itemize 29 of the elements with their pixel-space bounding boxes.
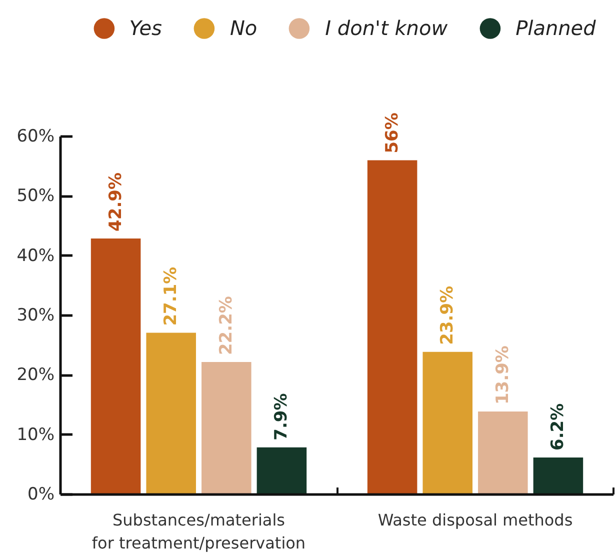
bar bbox=[422, 352, 472, 494]
y-tick-label: 0% bbox=[28, 484, 55, 504]
x-tick-label: Waste disposal methods bbox=[378, 510, 573, 530]
bar bbox=[478, 412, 528, 494]
bar bbox=[533, 457, 584, 494]
legend-label: I don't know bbox=[325, 16, 448, 40]
data-label: 23.9% bbox=[438, 286, 458, 345]
data-label: 56% bbox=[382, 112, 402, 154]
x-tick-label: Substances/materials for treatment/preservation bbox=[92, 510, 306, 552]
bar bbox=[146, 332, 196, 494]
y-tick-label: 10% bbox=[16, 424, 55, 445]
bar bbox=[202, 362, 252, 494]
bar bbox=[90, 238, 141, 494]
bar bbox=[367, 160, 418, 494]
bar bbox=[256, 447, 307, 494]
data-label: 7.9% bbox=[272, 393, 292, 440]
legend-label: Yes bbox=[129, 16, 162, 40]
data-label: 42.9% bbox=[106, 172, 126, 232]
y-tick-label: 40% bbox=[16, 246, 55, 266]
y-tick-label: 60% bbox=[16, 126, 55, 146]
y-tick-label: 50% bbox=[16, 186, 55, 206]
data-label: 13.9% bbox=[492, 346, 513, 405]
legend-label: No bbox=[230, 16, 258, 40]
legend-label: Planned bbox=[516, 16, 596, 40]
data-label: 27.1% bbox=[161, 266, 182, 326]
data-label: 6.2% bbox=[548, 403, 568, 450]
y-tick-label: 20% bbox=[16, 365, 55, 386]
data-label: 22.2% bbox=[216, 296, 236, 356]
y-tick-label: 30% bbox=[16, 305, 55, 326]
